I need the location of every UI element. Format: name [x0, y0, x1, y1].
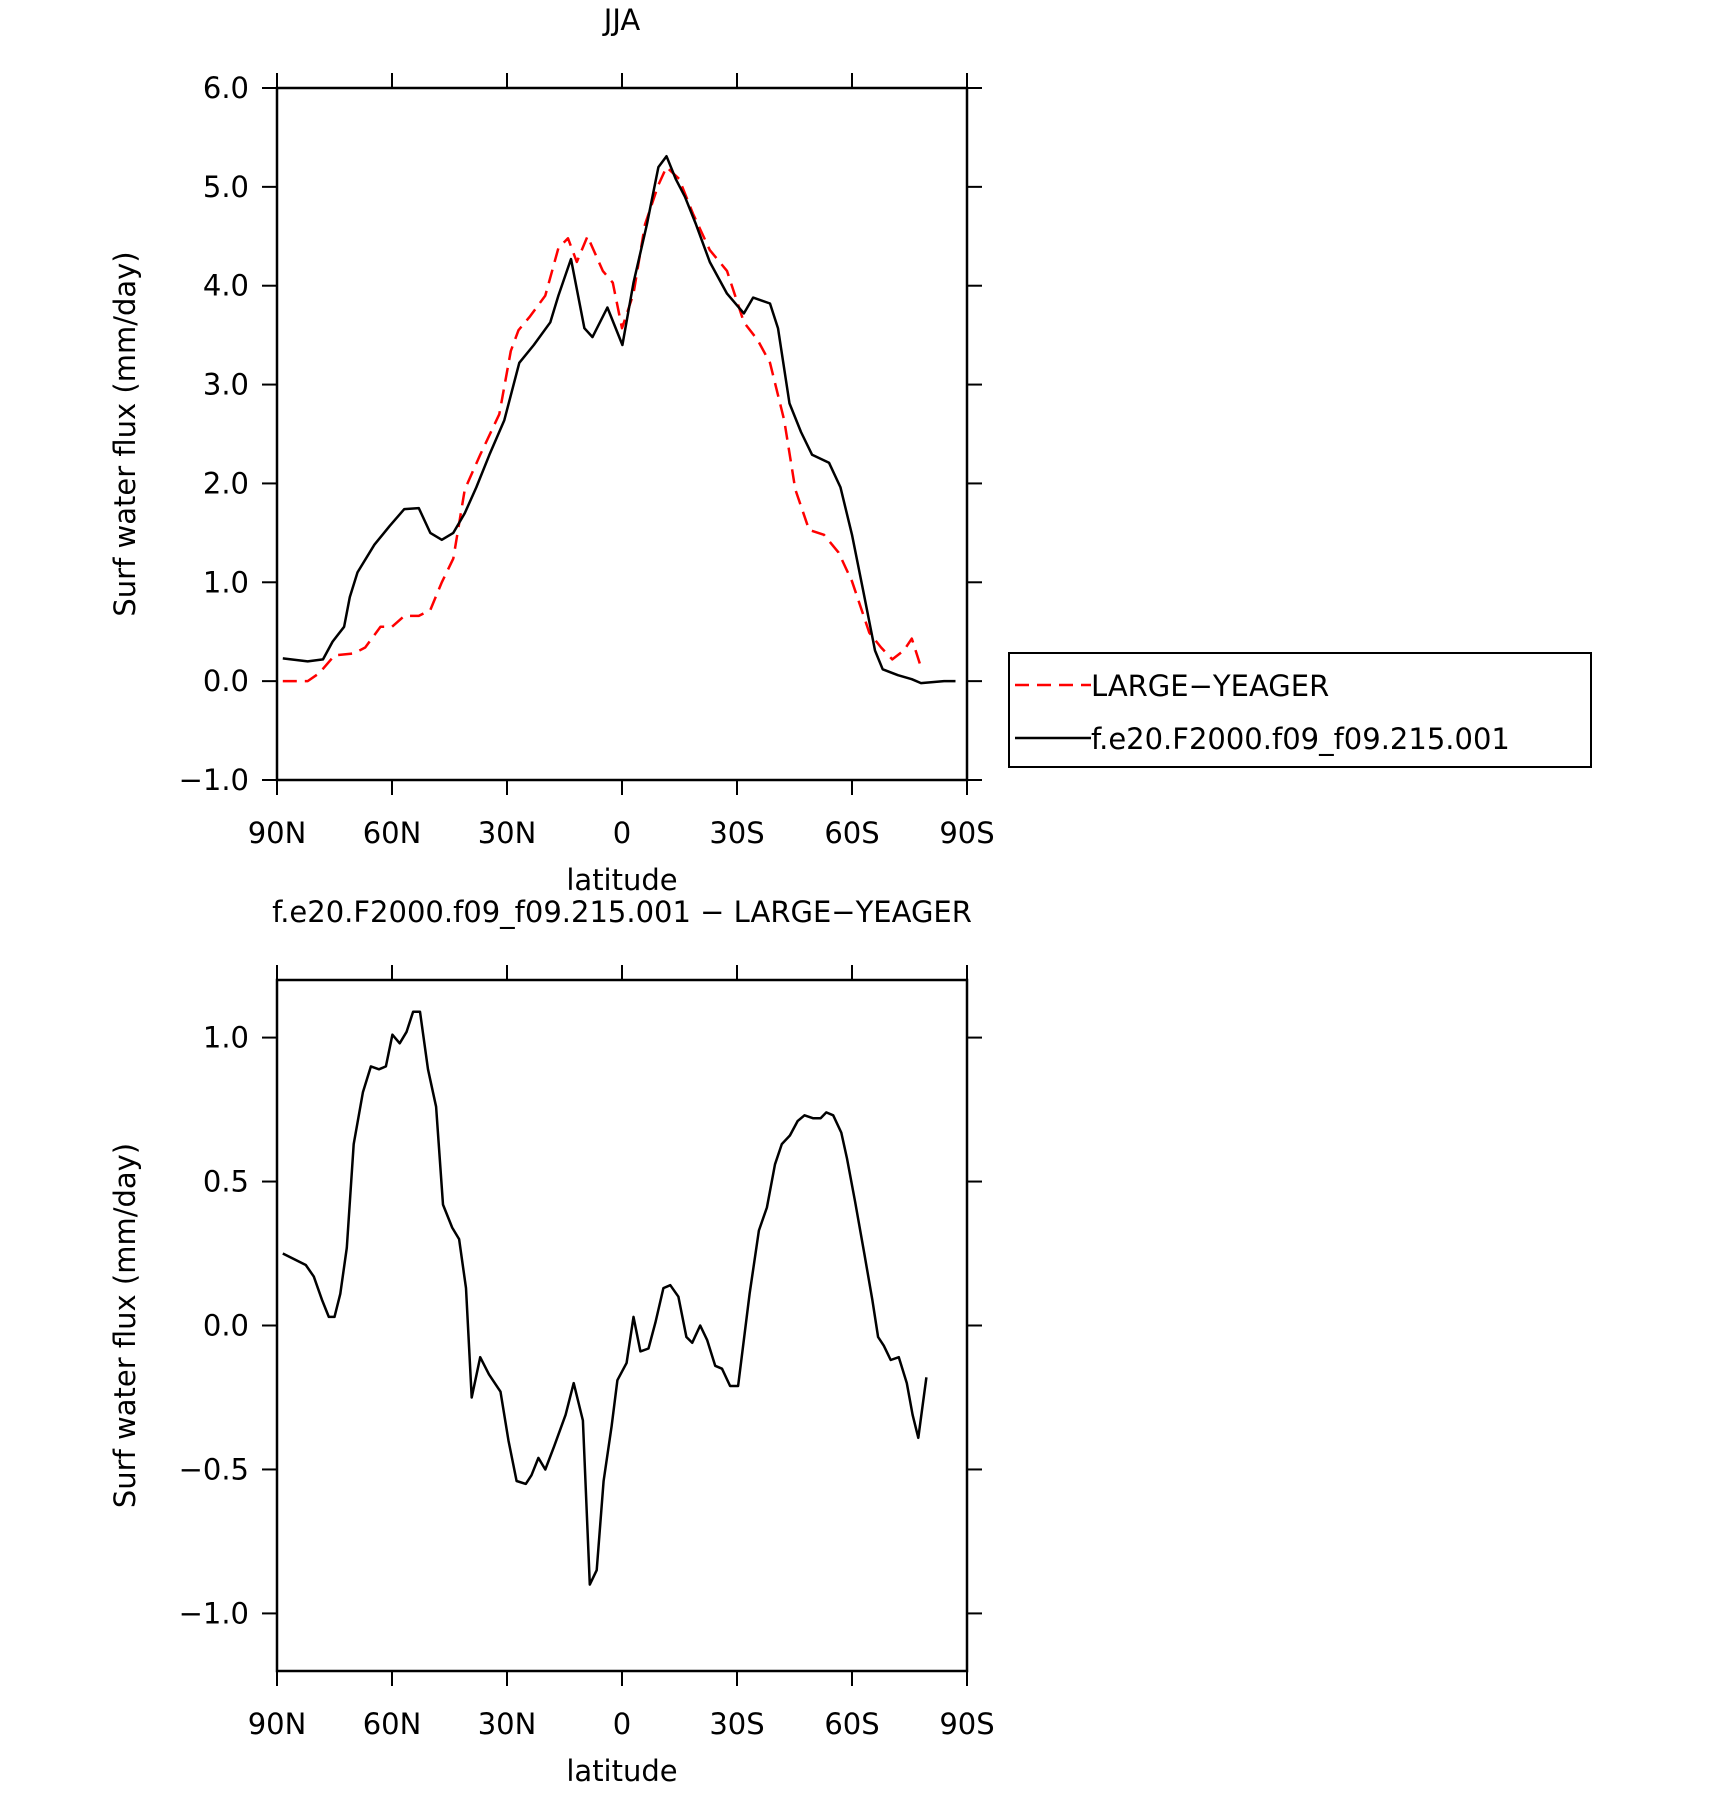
legend-label: f.e20.F2000.f09_f09.215.001 — [1091, 722, 1510, 756]
x-tick-label: 90S — [939, 1707, 994, 1741]
y-tick-label: −1.0 — [179, 1596, 249, 1630]
x-tick-label: 60N — [363, 1707, 422, 1741]
y-axis-label: Surf water flux (mm/day) — [108, 1143, 142, 1508]
x-axis-label: latitude — [566, 863, 677, 897]
y-axis-label: Surf water flux (mm/day) — [108, 251, 142, 616]
x-tick-label: 60S — [824, 816, 879, 850]
chart-title: JJA — [602, 3, 641, 37]
y-tick-label: 6.0 — [203, 71, 249, 105]
y-tick-label: 0.5 — [203, 1165, 249, 1199]
series-line — [282, 154, 956, 685]
x-tick-label: 60S — [824, 1707, 879, 1741]
x-tick-label: 90N — [248, 1707, 307, 1741]
x-axis-label: latitude — [566, 1754, 677, 1788]
plot-frame — [275, 86, 969, 782]
chart-title: f.e20.F2000.f09_f09.215.001 − LARGE−YEAG… — [272, 895, 972, 929]
y-tick-label: 5.0 — [203, 170, 249, 204]
x-tick-label: 90S — [939, 816, 994, 850]
plot-frame — [275, 978, 969, 1673]
y-tick-label: −0.5 — [179, 1452, 249, 1486]
x-tick-label: 30S — [709, 1707, 764, 1741]
x-tick-label: 90N — [248, 816, 307, 850]
y-tick-label: 1.0 — [203, 565, 249, 599]
x-tick-label: 30N — [478, 1707, 537, 1741]
y-tick-label: −1.0 — [179, 763, 249, 797]
x-tick-label: 0 — [613, 1707, 631, 1741]
x-tick-label: 60N — [363, 816, 422, 850]
y-tick-label: 0.0 — [203, 1309, 249, 1343]
x-tick-label: 30S — [709, 816, 764, 850]
y-tick-label: 0.0 — [203, 664, 249, 698]
x-tick-label: 30N — [478, 816, 537, 850]
legend-box — [1008, 652, 1592, 768]
series-line — [282, 165, 923, 683]
series-line — [282, 1010, 928, 1586]
y-tick-label: 4.0 — [203, 269, 249, 303]
legend-label: LARGE−YEAGER — [1091, 669, 1329, 703]
x-tick-label: 0 — [613, 816, 631, 850]
y-tick-label: 3.0 — [203, 368, 249, 402]
y-tick-label: 1.0 — [203, 1021, 249, 1055]
y-tick-label: 2.0 — [203, 466, 249, 500]
